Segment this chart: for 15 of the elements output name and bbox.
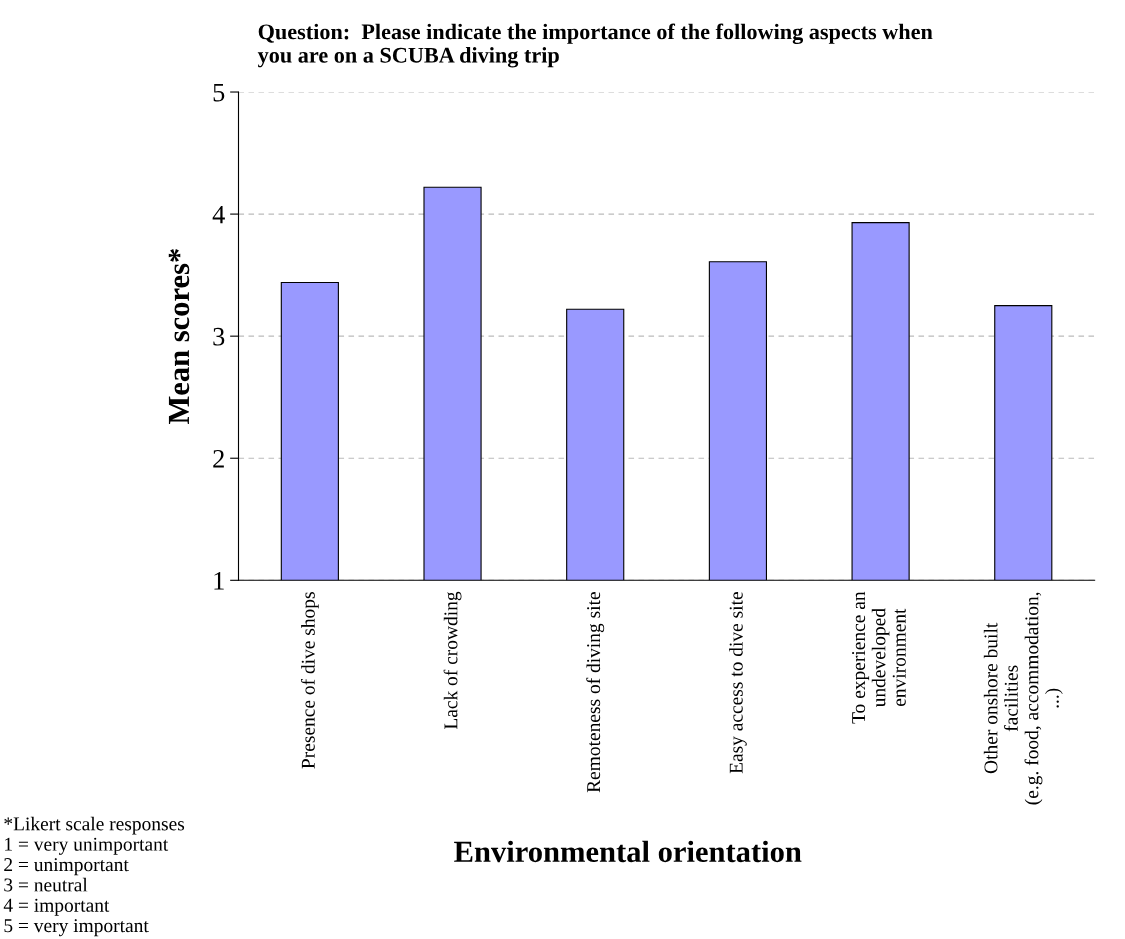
x-tick-label: Presence of dive shops (300, 592, 319, 769)
y-tick-label: 5 (213, 83, 225, 102)
y-tick-label: 1 (214, 572, 224, 590)
x-tick-label: Easy access to dive site (729, 592, 747, 774)
y-axis-title: Mean scores* (168, 249, 190, 425)
x-tick-label: Other onshore built facilities (e.g. food, accommodation, ...) (983, 592, 1063, 805)
y-tick-label: 3 (213, 327, 225, 346)
x-tick-label: Remoteness of diving site (586, 592, 605, 793)
x-axis-title: Environmental orientation (454, 840, 802, 863)
x-tick-label: Lack of crowding (443, 591, 462, 730)
y-tick-label: 4 (212, 205, 225, 224)
y-tick-label: 2 (213, 449, 224, 468)
text: *Likert scale responses 1 = very unimportant 2 = unimportant 3 = neutral 4 = important 5 = very important (3, 816, 185, 937)
chart-title: Question: Please indicate the importance of the following aspects when you are on a SCUBA diving trip (257, 23, 933, 68)
x-tick-label: To experience an undeveloped environment (852, 591, 906, 724)
